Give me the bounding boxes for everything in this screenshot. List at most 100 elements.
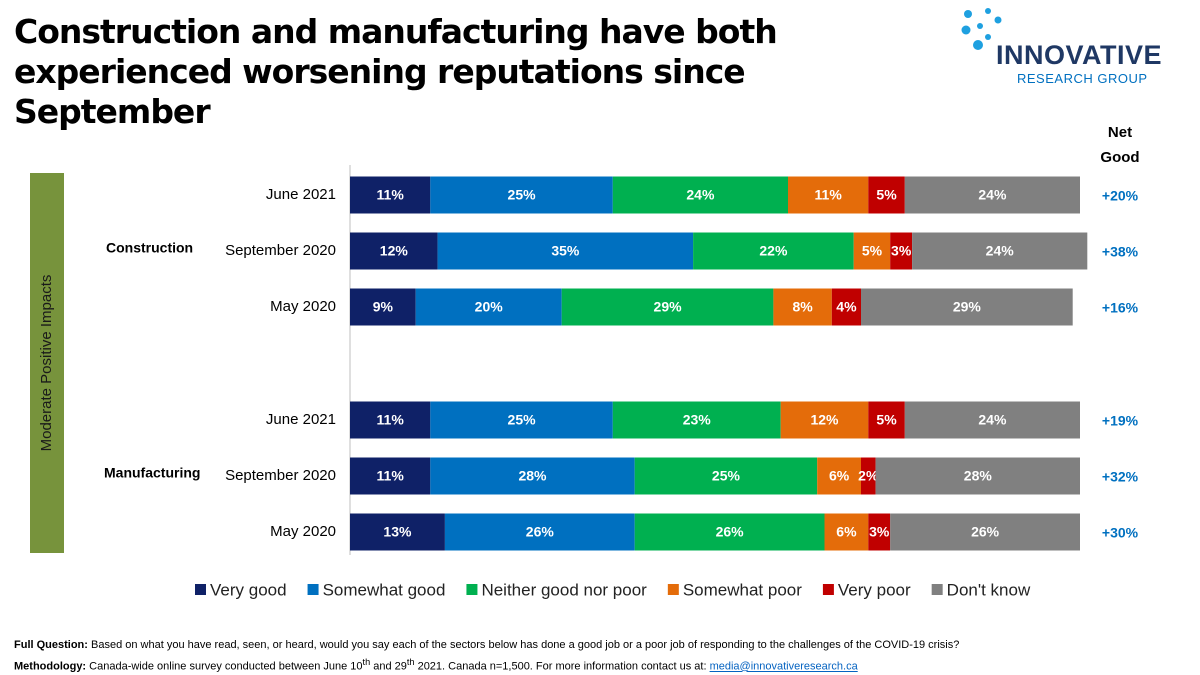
category-label: September 2020: [225, 467, 336, 484]
value-label: 9%: [373, 299, 394, 315]
value-label: 6%: [836, 524, 857, 540]
question-label: Full Question:: [14, 639, 88, 651]
logo-dots: [961, 8, 1002, 50]
value-label: 25%: [712, 468, 741, 484]
legend-label: Neither good nor poor: [481, 580, 647, 599]
value-label: 2%: [858, 468, 879, 484]
value-label: 3%: [869, 524, 890, 540]
group-label: Construction: [106, 240, 193, 256]
net-good-label: +19%: [1102, 413, 1139, 429]
net-good-header: Net Good: [1100, 124, 1140, 166]
bar-segment: [350, 232, 438, 270]
bar-segment: [890, 232, 913, 270]
question-line: Full Question: Based on what you have re…: [14, 637, 959, 654]
bar-segment: [868, 513, 891, 551]
bar-segment: [890, 513, 1080, 551]
legend-swatch: [822, 584, 834, 595]
value-label: 28%: [518, 468, 547, 484]
superscript: th: [406, 657, 415, 667]
value-label: 35%: [551, 243, 580, 259]
value-label: 11%: [377, 187, 405, 203]
title: Construction and manufacturing have both…: [14, 12, 778, 131]
legend-label: Very poor: [838, 580, 911, 599]
footnotes: Full Question: Based on what you have re…: [14, 637, 959, 675]
value-label: 11%: [377, 468, 405, 484]
methodology-text: Canada-wide online survey conducted betw…: [89, 660, 363, 673]
question-text: Based on what you have read, seen, or he…: [91, 639, 960, 651]
value-label: 28%: [964, 468, 993, 484]
bar-segment: [861, 288, 1073, 326]
value-label: 24%: [978, 412, 1007, 428]
bar-segment: [415, 288, 562, 326]
value-label: 23%: [683, 412, 712, 428]
value-label: 5%: [876, 412, 897, 428]
legend-swatch: [931, 584, 943, 595]
net-good-label: +38%: [1102, 244, 1139, 260]
value-label: 5%: [862, 243, 883, 259]
value-label: 22%: [759, 243, 788, 259]
value-label: 8%: [792, 299, 813, 315]
bar-segment: [444, 513, 635, 551]
bar-segment: [612, 176, 788, 214]
value-label: 24%: [986, 243, 1015, 259]
value-label: 12%: [810, 412, 839, 428]
bar-segment: [430, 457, 635, 495]
legend-swatch: [466, 584, 478, 595]
bar-segment: [350, 513, 445, 551]
value-label: 26%: [716, 524, 745, 540]
net-good-label: +16%: [1102, 300, 1139, 316]
legend-label: Somewhat poor: [683, 580, 802, 599]
category-label: June 2021: [266, 411, 336, 428]
methodology-text: and 29: [370, 660, 407, 673]
side-label: Moderate Positive Impacts: [38, 275, 55, 452]
bar-segment: [350, 288, 416, 326]
superscript: th: [362, 657, 371, 667]
bar-segment: [437, 232, 694, 270]
value-label: 24%: [978, 187, 1007, 203]
value-label: 3%: [891, 243, 912, 259]
bar-segment: [875, 457, 1080, 495]
legend-swatch: [307, 584, 319, 595]
value-label: 26%: [526, 524, 555, 540]
value-label: 25%: [508, 187, 537, 203]
value-label: 29%: [654, 299, 683, 315]
bar-segment: [904, 176, 1080, 214]
bar-segment: [788, 176, 869, 214]
value-label: 26%: [971, 524, 1000, 540]
category-label: June 2021: [266, 186, 336, 203]
bar-segment: [773, 288, 832, 326]
value-label: 11%: [815, 187, 843, 203]
legend-swatch: [667, 584, 679, 595]
category-label: May 2020: [270, 523, 336, 540]
net-good-label: +20%: [1102, 188, 1139, 204]
net-good-label: +30%: [1102, 525, 1139, 541]
bar-segment: [824, 513, 869, 551]
legend-swatch: [195, 584, 206, 595]
value-label: 20%: [475, 299, 504, 315]
bar-segment: [430, 176, 613, 214]
value-label: 24%: [686, 187, 715, 203]
bar-segment: [831, 288, 861, 326]
side-box: [30, 173, 64, 553]
bar-segment: [904, 401, 1080, 439]
bar-segment: [868, 176, 905, 214]
value-label: 25%: [508, 412, 537, 428]
logo-subtitle: RESEARCH GROUP: [1017, 71, 1148, 86]
value-label: 12%: [380, 243, 409, 259]
bar-segment: [693, 232, 854, 270]
bar-segment: [350, 457, 431, 495]
bar-segment: [861, 457, 876, 495]
bar-segment: [780, 401, 869, 439]
value-label: 13%: [383, 524, 412, 540]
value-label: 5%: [876, 187, 897, 203]
bar-segment: [817, 457, 861, 495]
methodology-line: Methodology: Canada-wide online survey c…: [14, 654, 959, 675]
bar-segment: [634, 457, 818, 495]
email-link[interactable]: media@innovativeresearch.ca: [709, 660, 858, 673]
bar-segment: [561, 288, 774, 326]
value-label: 29%: [953, 299, 982, 315]
logo-name: INNOVATIVE: [996, 40, 1163, 70]
value-label: 4%: [836, 299, 857, 315]
methodology-text: 2021. Canada n=1,500. For more informati…: [414, 660, 710, 673]
